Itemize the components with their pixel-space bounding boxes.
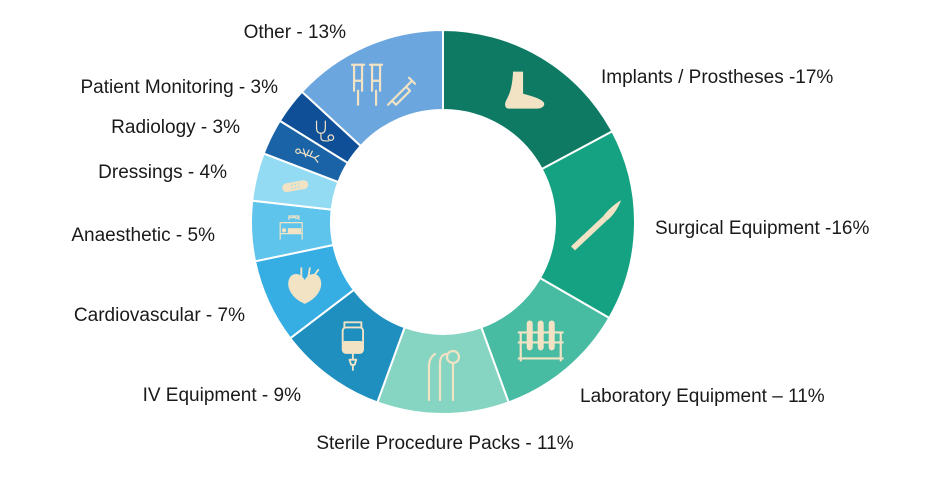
- test-tubes-icon: [517, 320, 564, 362]
- slice-label-0: Implants / Prostheses -17%: [601, 67, 833, 88]
- patient-bed-icon: [279, 215, 303, 240]
- slice-label-7: Dressings - 4%: [98, 162, 227, 183]
- iv-bag-icon: [341, 321, 365, 371]
- stethoscope-icon: [315, 120, 335, 142]
- bandage-icon: [282, 180, 309, 193]
- slice-labels: Implants / Prostheses -17% Surgical Equip…: [71, 22, 869, 454]
- slice-label-2: Laboratory Equipment – 11%: [580, 386, 825, 407]
- heart-icon: [288, 267, 322, 304]
- slice-label-6: Anaesthetic - 5%: [71, 225, 215, 246]
- slice-label-3: Sterile Procedure Packs - 11%: [316, 433, 573, 454]
- slice-label-1: Surgical Equipment -16%: [655, 218, 869, 239]
- slice-label-4: IV Equipment - 9%: [143, 385, 302, 406]
- scalpel-icon: [570, 200, 621, 251]
- foot-icon: [505, 71, 545, 109]
- slice-label-8: Radiology - 3%: [111, 117, 240, 138]
- slice-label-5: Cardiovascular - 7%: [74, 305, 245, 326]
- crutches-syringe-icon: [350, 63, 417, 106]
- dental-tools-icon: [427, 349, 461, 402]
- skeleton-icon: [295, 148, 320, 163]
- slice-label-10: Other - 13%: [244, 22, 347, 43]
- slice-icons: [279, 63, 621, 402]
- slice-label-9: Patient Monitoring - 3%: [81, 77, 279, 98]
